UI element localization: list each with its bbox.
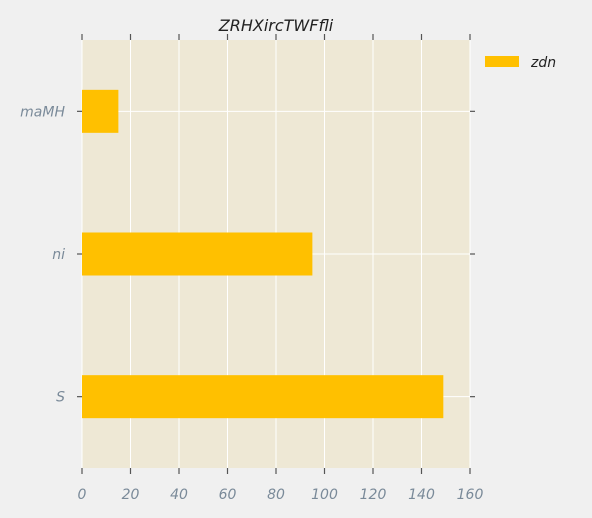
bars-group [82, 89, 444, 419]
x-tick-label: 140 [408, 487, 435, 503]
x-tick-label: 80 [267, 487, 285, 503]
x-tick-label: 40 [170, 487, 188, 503]
y-tick-labels: Sni maMH [20, 104, 65, 405]
bar-s [82, 375, 444, 419]
x-tick-label: 100 [311, 487, 338, 503]
legend: zdn [485, 55, 556, 71]
x-tick-label: 60 [219, 487, 237, 503]
x-tick-label: 120 [360, 487, 387, 503]
tick-marks [77, 34, 475, 474]
legend-swatch [485, 56, 519, 67]
x-tick-label: 20 [122, 487, 140, 503]
y-tick-label: ni [52, 247, 65, 263]
chart-title: ZRHXircTWFfli [218, 16, 334, 35]
bar-mamh [82, 89, 119, 133]
y-tick-label: S [56, 390, 65, 406]
x-tick-label: 0 [78, 487, 87, 503]
x-tick-label: 160 [457, 487, 484, 503]
x-tick-labels: 0 20 40 60 80 100 120 140 160 [78, 487, 484, 503]
legend-label: zdn [530, 55, 556, 71]
y-tick-label: maMH [20, 104, 65, 120]
bar-ni [82, 232, 313, 276]
